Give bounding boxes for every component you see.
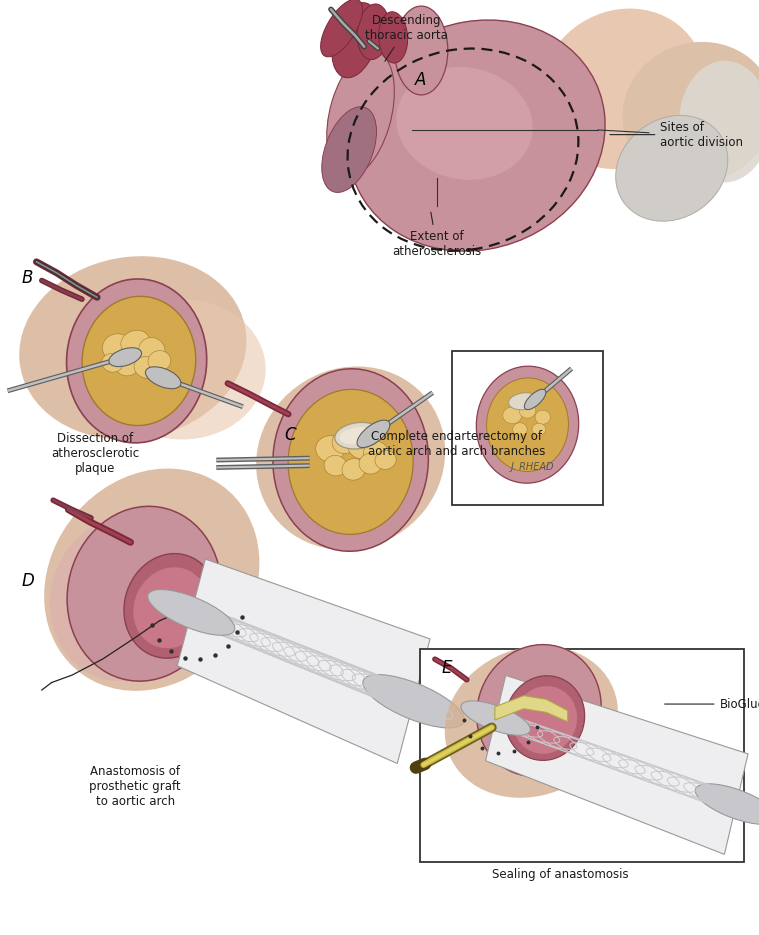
Ellipse shape xyxy=(109,348,142,367)
Ellipse shape xyxy=(50,516,200,681)
Ellipse shape xyxy=(67,279,206,443)
Ellipse shape xyxy=(273,368,428,552)
Text: D: D xyxy=(21,572,34,590)
Ellipse shape xyxy=(445,646,618,798)
Ellipse shape xyxy=(505,676,584,760)
Ellipse shape xyxy=(540,8,705,169)
Ellipse shape xyxy=(622,42,759,182)
Ellipse shape xyxy=(115,353,140,376)
Text: Complete endarterectomy of
aortic arch and arch branches: Complete endarterectomy of aortic arch a… xyxy=(368,430,546,458)
Ellipse shape xyxy=(502,407,521,424)
Ellipse shape xyxy=(339,427,377,444)
Ellipse shape xyxy=(256,367,446,550)
Text: Sealing of anastomosis: Sealing of anastomosis xyxy=(492,868,628,881)
Text: E: E xyxy=(442,659,452,677)
Ellipse shape xyxy=(363,674,465,728)
Bar xyxy=(420,649,744,862)
Ellipse shape xyxy=(322,107,376,193)
Ellipse shape xyxy=(335,423,382,449)
Text: C: C xyxy=(285,426,296,444)
Ellipse shape xyxy=(146,367,181,389)
Ellipse shape xyxy=(348,435,373,459)
Ellipse shape xyxy=(532,424,546,436)
Ellipse shape xyxy=(487,378,568,471)
Ellipse shape xyxy=(519,403,536,418)
Ellipse shape xyxy=(102,353,123,372)
Ellipse shape xyxy=(513,686,577,754)
Ellipse shape xyxy=(512,423,527,436)
Ellipse shape xyxy=(19,256,247,439)
Ellipse shape xyxy=(332,3,379,78)
Bar xyxy=(452,351,603,505)
Ellipse shape xyxy=(82,296,196,425)
Ellipse shape xyxy=(134,356,159,379)
Ellipse shape xyxy=(67,506,222,682)
Ellipse shape xyxy=(148,351,171,371)
Ellipse shape xyxy=(509,393,539,410)
Polygon shape xyxy=(486,675,748,855)
Ellipse shape xyxy=(121,330,150,354)
Text: Descending
thoracic aorta: Descending thoracic aorta xyxy=(365,14,449,62)
Ellipse shape xyxy=(616,115,728,222)
Ellipse shape xyxy=(477,367,578,483)
Text: Extent of
atherosclerosis: Extent of atherosclerosis xyxy=(392,212,481,258)
Ellipse shape xyxy=(326,51,395,177)
Ellipse shape xyxy=(364,441,388,464)
Text: Sites of
aortic division: Sites of aortic division xyxy=(610,121,743,149)
Ellipse shape xyxy=(461,701,531,735)
Ellipse shape xyxy=(375,451,396,469)
Ellipse shape xyxy=(395,6,448,95)
Ellipse shape xyxy=(348,20,605,252)
Ellipse shape xyxy=(102,334,133,362)
Ellipse shape xyxy=(535,410,550,424)
Ellipse shape xyxy=(148,590,235,635)
Ellipse shape xyxy=(477,644,601,777)
Ellipse shape xyxy=(288,389,413,535)
Ellipse shape xyxy=(316,436,345,462)
Ellipse shape xyxy=(679,61,759,182)
Ellipse shape xyxy=(99,299,266,439)
Text: Anastomosis of
prosthetic graft
to aortic arch: Anastomosis of prosthetic graft to aorti… xyxy=(90,765,181,808)
Ellipse shape xyxy=(396,67,533,180)
Text: J. RHEAD: J. RHEAD xyxy=(511,462,554,472)
Ellipse shape xyxy=(124,554,218,658)
Ellipse shape xyxy=(357,4,389,60)
Text: Dissection of
atherosclerotic
plaque: Dissection of atherosclerotic plaque xyxy=(51,432,139,475)
Ellipse shape xyxy=(332,429,358,453)
Ellipse shape xyxy=(359,453,382,474)
Ellipse shape xyxy=(324,455,347,476)
Polygon shape xyxy=(177,559,430,764)
Polygon shape xyxy=(495,696,568,722)
Ellipse shape xyxy=(524,389,546,410)
Text: A: A xyxy=(415,71,427,89)
Ellipse shape xyxy=(379,12,408,63)
Text: BioGlue: BioGlue xyxy=(665,698,759,711)
Ellipse shape xyxy=(695,784,759,825)
Ellipse shape xyxy=(342,458,365,481)
Ellipse shape xyxy=(134,568,208,648)
Ellipse shape xyxy=(357,420,390,448)
Ellipse shape xyxy=(320,0,363,57)
Ellipse shape xyxy=(44,468,260,691)
Text: B: B xyxy=(21,269,33,287)
Ellipse shape xyxy=(139,338,165,364)
